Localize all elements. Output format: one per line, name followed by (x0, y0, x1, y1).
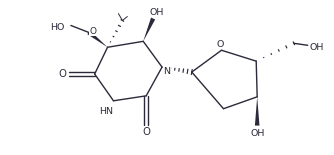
Polygon shape (255, 97, 260, 126)
Text: HN: HN (100, 107, 114, 116)
Polygon shape (87, 31, 108, 47)
Text: O: O (89, 27, 96, 36)
Text: HO: HO (50, 23, 64, 32)
Text: O: O (142, 126, 150, 137)
Text: OH: OH (310, 43, 324, 52)
Polygon shape (143, 18, 155, 41)
Text: N: N (164, 66, 170, 75)
Text: OH: OH (150, 8, 164, 17)
Text: OH: OH (251, 129, 266, 138)
Text: O: O (58, 69, 66, 79)
Text: O: O (217, 40, 224, 49)
